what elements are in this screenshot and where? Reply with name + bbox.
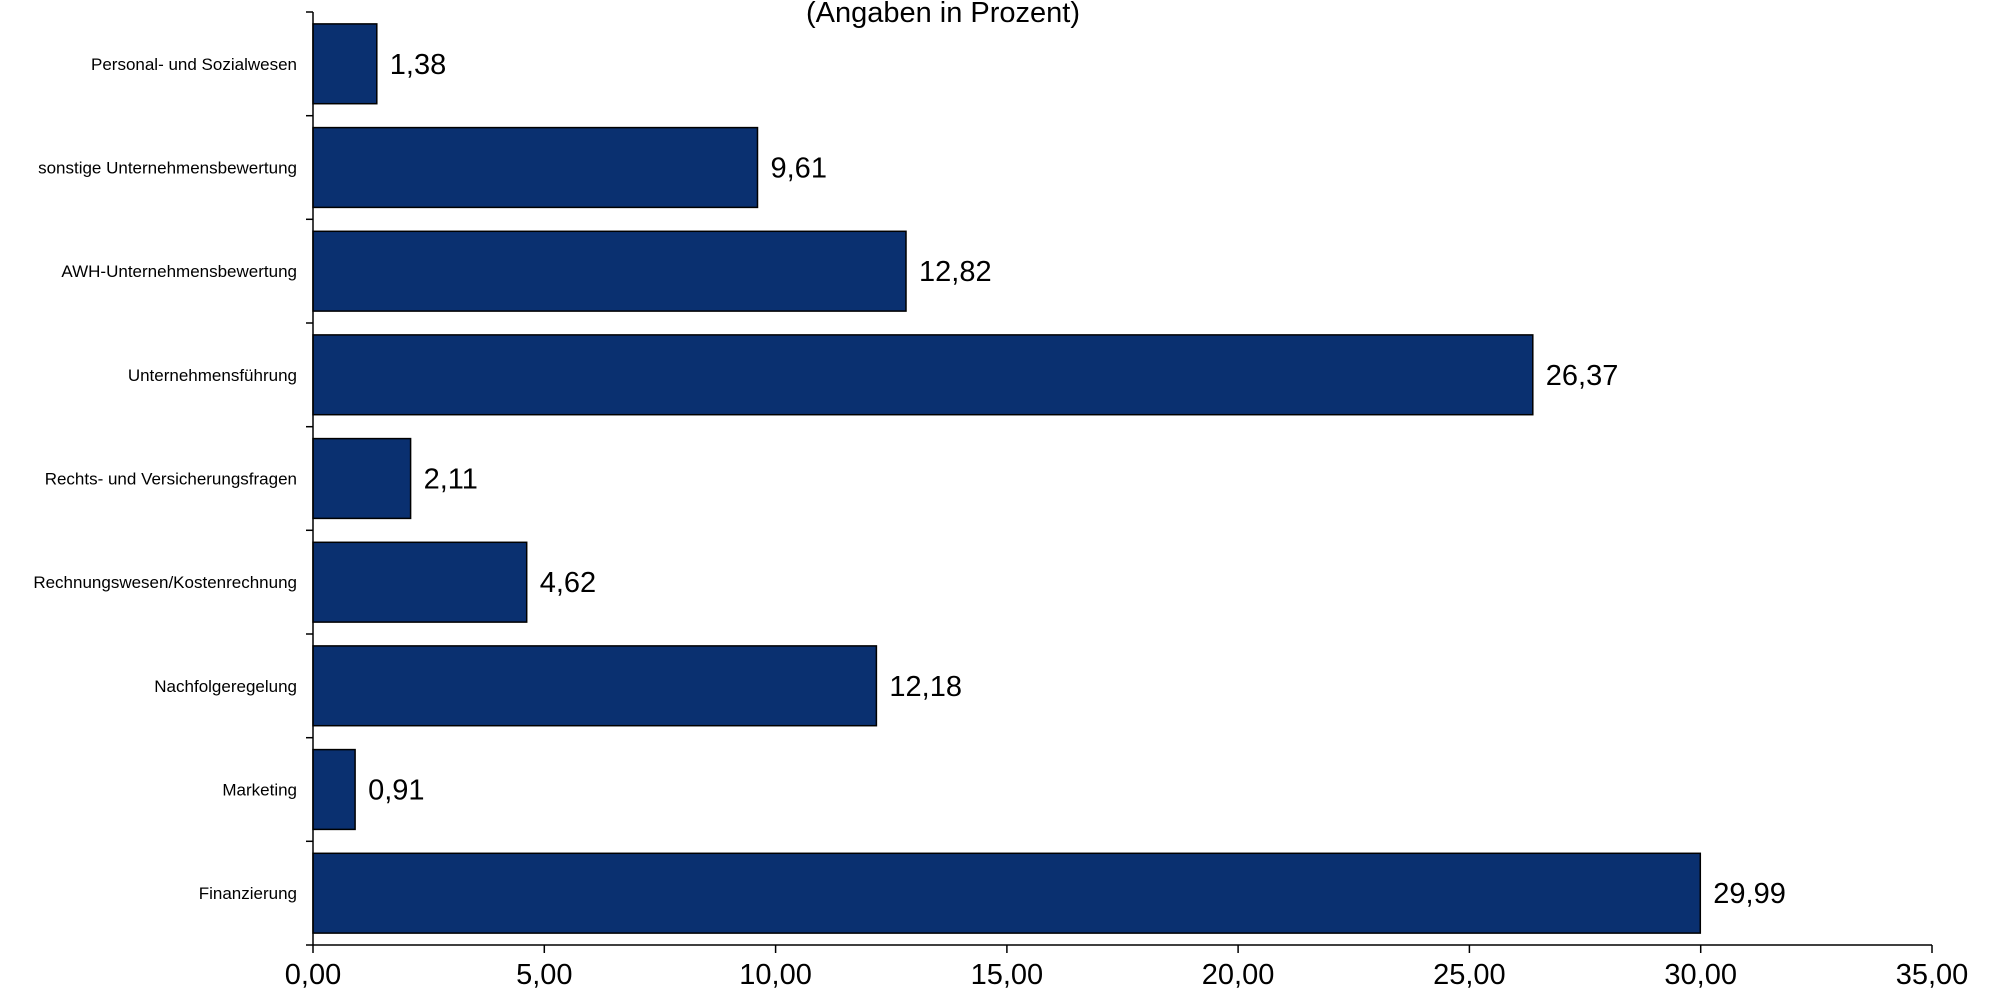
category-label-2: sonstige Unternehmensbewertung: [38, 159, 297, 178]
category-label-1: Personal- und Sozialwesen: [91, 55, 297, 74]
x-tick-label-1: 5,00: [516, 959, 572, 991]
bar-5: [312, 437, 412, 520]
x-tick-label-6: 30,00: [1664, 959, 1737, 991]
bar-6: [312, 541, 528, 623]
bars-group: 1,38 9,61 12,82 26,37 2,11 4,62 12,18 0,91 29,99: [312, 23, 1786, 934]
axes-group: Personal- und Sozialwesen sonstige Untern…: [33, 11, 1969, 991]
x-tick-label-3: 15,00: [971, 959, 1044, 991]
value-label-1: 1,38: [390, 49, 446, 81]
category-label-8: Marketing: [222, 781, 297, 800]
value-label-4: 26,37: [1546, 360, 1619, 392]
bar-7: [312, 645, 878, 727]
bar-1: [312, 23, 378, 105]
x-tick-label-2: 10,00: [739, 959, 812, 991]
category-label-3: AWH-Unternehmensbewertung: [61, 262, 297, 281]
category-label-5: Rechts- und Versicherungsfragen: [45, 470, 297, 489]
x-tick-label-5: 25,00: [1433, 959, 1506, 991]
value-label-6: 4,62: [540, 567, 596, 599]
category-label-4: Unternehmensführung: [128, 366, 297, 385]
bar-4: [312, 334, 1534, 416]
x-tick-label-7: 35,00: [1896, 959, 1969, 991]
x-tick-label-4: 20,00: [1202, 959, 1275, 991]
x-tick-label-0: 0,00: [285, 959, 341, 991]
bar-8: [312, 748, 356, 831]
chart-subtitle: (Angaben in Prozent): [806, 0, 1080, 29]
value-label-3: 12,82: [919, 256, 992, 288]
value-label-2: 9,61: [771, 153, 827, 185]
category-label-6: Rechnungswesen/Kostenrechnung: [33, 573, 297, 592]
value-label-9: 29,99: [1713, 878, 1786, 910]
category-label-9: Finanzierung: [199, 884, 297, 903]
value-label-5: 2,11: [424, 464, 478, 496]
bar-9: [312, 852, 1702, 934]
bar-2: [312, 126, 759, 209]
bar-3: [312, 230, 907, 312]
value-label-8: 0,91: [368, 775, 424, 807]
value-label-7: 12,18: [889, 671, 962, 703]
category-label-7: Nachfolgeregelung: [154, 677, 297, 696]
